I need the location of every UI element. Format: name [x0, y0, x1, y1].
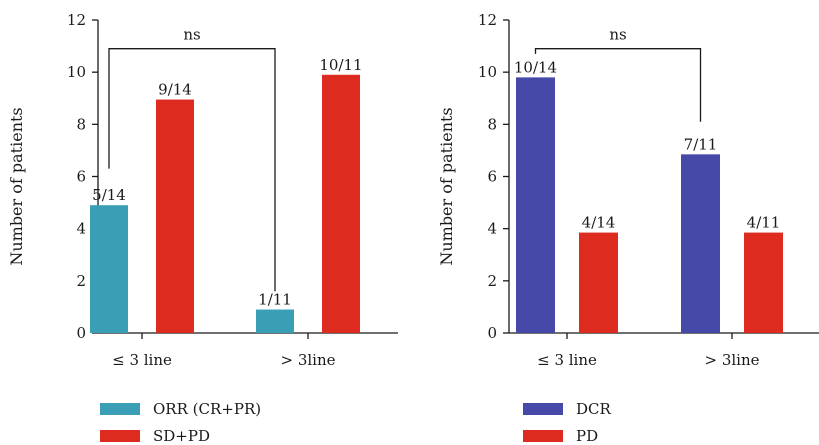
chart-panel-1: 0 2 4 6 8 10 12 Number of patients 5/14 9/14 ≤ 3 l… [7, 11, 398, 445]
bar-data-label: 5/14 [92, 186, 126, 204]
legend-label: ORR (CR+PR) [153, 400, 261, 418]
y-tick-label: 2 [76, 272, 86, 290]
legend-label: PD [576, 427, 598, 445]
x-tick-label: ≤ 3 line [537, 351, 597, 369]
y-tick-label: 0 [76, 324, 86, 342]
bar-pd-1 [579, 232, 618, 333]
x-tick-label: > 3line [704, 351, 759, 369]
bar-data-label: 9/14 [158, 81, 192, 99]
y-tick-label: 2 [487, 272, 497, 290]
bar-orr-cr-pr--2 [256, 309, 294, 333]
legend-swatch [523, 403, 563, 415]
bar-dcr-1 [516, 77, 555, 333]
bar-dcr-2 [681, 154, 720, 333]
y-tick-label: 10 [67, 63, 86, 81]
significance-label: ns [609, 26, 626, 44]
bar-sd-pd-1 [156, 99, 194, 333]
bar-data-label: 10/11 [319, 56, 362, 74]
y-tick-label: 4 [76, 220, 86, 238]
bar-orr-cr-pr--1 [90, 205, 128, 333]
y-tick-label: 8 [487, 115, 497, 133]
bar-data-label: 7/11 [684, 135, 718, 153]
y-tick-label: 6 [76, 168, 86, 186]
y-tick-label: 0 [487, 324, 497, 342]
y-tick-label: 12 [478, 11, 497, 29]
y-axis-title: Number of patients [7, 107, 26, 265]
y-tick-label: 6 [487, 168, 497, 186]
x-tick-label: ≤ 3 line [112, 351, 172, 369]
y-tick-label: 4 [487, 220, 497, 238]
bar-sd-pd-2 [322, 74, 360, 334]
y-tick-label: 12 [67, 11, 86, 29]
x-tick-label: > 3line [280, 351, 335, 369]
legend-label: DCR [576, 400, 612, 418]
bar-data-label: 4/11 [747, 214, 781, 232]
legend-label: SD+PD [153, 427, 210, 445]
y-tick-label: 8 [76, 115, 86, 133]
legend-swatch [523, 430, 563, 442]
legend-swatch [100, 403, 140, 415]
bar-data-label: 1/11 [258, 291, 292, 309]
bar-pd-2 [744, 232, 783, 333]
y-tick-label: 10 [478, 63, 497, 81]
y-axis-title: Number of patients [437, 107, 456, 265]
significance-bracket [108, 48, 276, 292]
bar-data-label: 4/14 [582, 214, 616, 232]
chart-panel-2: 0 2 4 6 8 10 12 Number of patients 10/14 4/14 ≤ 3 … [437, 11, 819, 445]
legend-swatch [100, 430, 140, 442]
bar-data-label: 10/14 [514, 58, 557, 76]
significance-label: ns [183, 26, 200, 44]
significance-bracket [534, 48, 702, 122]
